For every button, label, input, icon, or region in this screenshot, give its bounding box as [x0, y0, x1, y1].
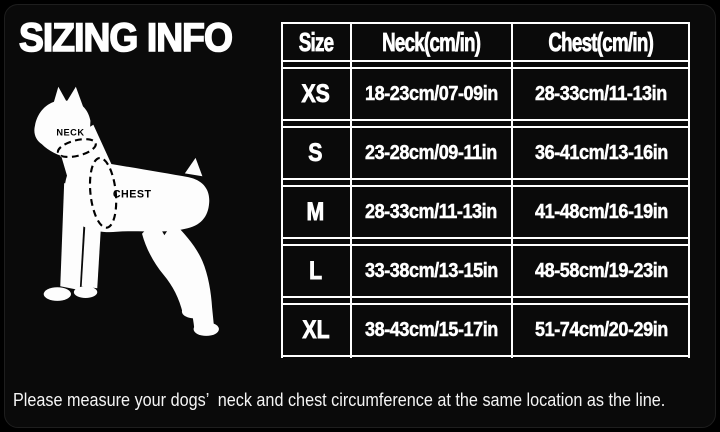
size-cell: L	[281, 246, 351, 296]
table-row-l: L 33-38cm/13-15in 48-58cm/19-23in	[281, 244, 690, 298]
footer-note: Please measure your dogs’ neck and chest…	[13, 390, 717, 412]
size-value: L	[309, 256, 323, 285]
header-size-label: Size	[298, 26, 334, 57]
footer-note-text: Please measure your dogs’ neck and chest…	[13, 390, 666, 410]
header-cell-size: Size	[281, 24, 351, 60]
header-cell-chest: Chest(cm/in)	[512, 24, 690, 60]
neck-range-value: 33-38cm/13-15in	[364, 259, 499, 283]
page-title-text: SIZING INFO	[18, 16, 233, 60]
size-cell: XS	[281, 69, 351, 119]
table-grid-line	[688, 22, 690, 358]
table-grid-line	[349, 22, 352, 358]
neck-cell: 23-28cm/09-11in	[351, 128, 513, 178]
chest-measure-line	[88, 156, 118, 229]
size-value: XS	[301, 79, 330, 108]
chest-cell: 51-74cm/20-29in	[512, 305, 690, 355]
neck-cell: 38-43cm/15-17in	[351, 305, 513, 355]
chest-range-value: 28-33cm/11-13in	[535, 82, 668, 106]
size-cell: XL	[281, 305, 351, 355]
size-value: XL	[302, 315, 330, 344]
neck-measure-line	[56, 138, 97, 159]
chest-cell: 48-58cm/19-23in	[512, 246, 690, 296]
sizing-table: Size Neck(cm/in) Chest(cm/in) XS 18-23cm…	[281, 22, 690, 358]
table-row-s: S 23-28cm/09-11in 36-41cm/13-16in	[281, 126, 690, 180]
chest-cell: 41-48cm/16-19in	[512, 187, 690, 237]
table-grid-line	[281, 22, 283, 358]
neck-range-value: 18-23cm/07-09in	[364, 82, 499, 106]
neck-cell: 28-33cm/11-13in	[351, 187, 513, 237]
dog-diagram-svg: NECK CHEST	[34, 86, 219, 336]
dog-silhouette	[34, 86, 219, 336]
chest-label: CHEST	[113, 189, 152, 201]
size-cell: S	[281, 128, 351, 178]
table-header-row: Size Neck(cm/in) Chest(cm/in)	[281, 22, 690, 62]
size-cell: M	[281, 187, 351, 237]
neck-range-value: 23-28cm/09-11in	[365, 141, 498, 165]
neck-label: NECK	[56, 127, 84, 137]
size-value: M	[306, 197, 325, 226]
neck-range-value: 38-43cm/15-17in	[364, 318, 499, 342]
header-cell-neck: Neck(cm/in)	[351, 24, 513, 60]
neck-cell: 33-38cm/13-15in	[351, 246, 513, 296]
chest-cell: 36-41cm/13-16in	[512, 128, 690, 178]
dog-measurement-diagram: NECK CHEST	[10, 78, 276, 370]
size-value: S	[308, 138, 323, 167]
table-row-xs: XS 18-23cm/07-09in 28-33cm/11-13in	[281, 67, 690, 121]
neck-cell: 18-23cm/07-09in	[351, 69, 513, 119]
chest-range-value: 36-41cm/13-16in	[534, 141, 668, 165]
chest-cell: 28-33cm/11-13in	[512, 69, 690, 119]
chest-range-value: 51-74cm/20-29in	[534, 318, 668, 342]
table-grid-line	[511, 22, 514, 358]
page-title: SIZING INFO	[18, 16, 248, 60]
table-row-m: M 28-33cm/11-13in 41-48cm/16-19in	[281, 185, 690, 239]
table-row-xl: XL 38-43cm/15-17in 51-74cm/20-29in	[281, 303, 690, 357]
chest-range-value: 48-58cm/19-23in	[534, 259, 668, 283]
header-neck-label: Neck(cm/in)	[382, 26, 482, 57]
neck-range-value: 28-33cm/11-13in	[365, 200, 498, 224]
chest-range-value: 41-48cm/16-19in	[534, 200, 668, 224]
header-chest-label: Chest(cm/in)	[548, 26, 654, 57]
